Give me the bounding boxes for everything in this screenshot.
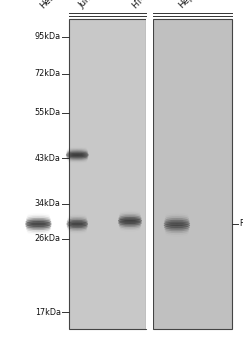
Text: HepG2: HepG2 xyxy=(177,0,204,10)
Text: HeLa: HeLa xyxy=(38,0,60,10)
Ellipse shape xyxy=(67,159,87,162)
Ellipse shape xyxy=(119,215,141,219)
Ellipse shape xyxy=(26,228,51,232)
Ellipse shape xyxy=(119,214,141,218)
Ellipse shape xyxy=(25,221,52,225)
Ellipse shape xyxy=(66,152,88,155)
Text: 95kDa: 95kDa xyxy=(35,32,61,41)
Ellipse shape xyxy=(67,223,88,226)
Ellipse shape xyxy=(118,217,142,221)
Ellipse shape xyxy=(27,215,50,219)
Text: 72kDa: 72kDa xyxy=(35,69,61,78)
Text: HT-1080: HT-1080 xyxy=(130,0,162,10)
Ellipse shape xyxy=(67,158,88,161)
Ellipse shape xyxy=(67,150,88,154)
Ellipse shape xyxy=(164,220,190,224)
Ellipse shape xyxy=(66,154,89,157)
Text: 26kDa: 26kDa xyxy=(35,234,61,243)
Text: Jurkat: Jurkat xyxy=(77,0,101,10)
Ellipse shape xyxy=(67,227,87,231)
Ellipse shape xyxy=(67,220,88,224)
Ellipse shape xyxy=(67,218,87,222)
Ellipse shape xyxy=(67,156,88,160)
Ellipse shape xyxy=(165,227,189,231)
Ellipse shape xyxy=(164,225,190,230)
Ellipse shape xyxy=(67,226,87,230)
Bar xyxy=(69,19,146,329)
Ellipse shape xyxy=(165,218,189,223)
Ellipse shape xyxy=(26,219,51,224)
Ellipse shape xyxy=(164,223,190,228)
Ellipse shape xyxy=(26,224,51,229)
Ellipse shape xyxy=(119,223,141,227)
Ellipse shape xyxy=(67,149,88,152)
Ellipse shape xyxy=(67,148,87,151)
Ellipse shape xyxy=(119,225,141,229)
Ellipse shape xyxy=(26,218,51,222)
Text: 34kDa: 34kDa xyxy=(35,199,61,208)
Ellipse shape xyxy=(119,212,141,216)
Ellipse shape xyxy=(66,153,89,156)
Ellipse shape xyxy=(26,226,51,230)
Ellipse shape xyxy=(25,223,52,227)
Ellipse shape xyxy=(66,155,88,159)
Ellipse shape xyxy=(118,218,142,222)
Ellipse shape xyxy=(118,220,142,224)
Ellipse shape xyxy=(165,216,189,221)
Text: RPP30: RPP30 xyxy=(239,219,243,229)
Ellipse shape xyxy=(27,229,50,233)
Ellipse shape xyxy=(164,222,190,226)
Text: 17kDa: 17kDa xyxy=(35,308,61,317)
Text: 43kDa: 43kDa xyxy=(35,154,61,163)
Bar xyxy=(146,19,153,329)
Ellipse shape xyxy=(118,222,142,225)
Ellipse shape xyxy=(67,217,87,221)
Ellipse shape xyxy=(165,229,189,233)
Ellipse shape xyxy=(67,224,88,228)
Ellipse shape xyxy=(67,222,88,225)
Text: 55kDa: 55kDa xyxy=(35,108,61,117)
Ellipse shape xyxy=(119,226,141,230)
Ellipse shape xyxy=(26,216,51,221)
Bar xyxy=(153,19,232,329)
